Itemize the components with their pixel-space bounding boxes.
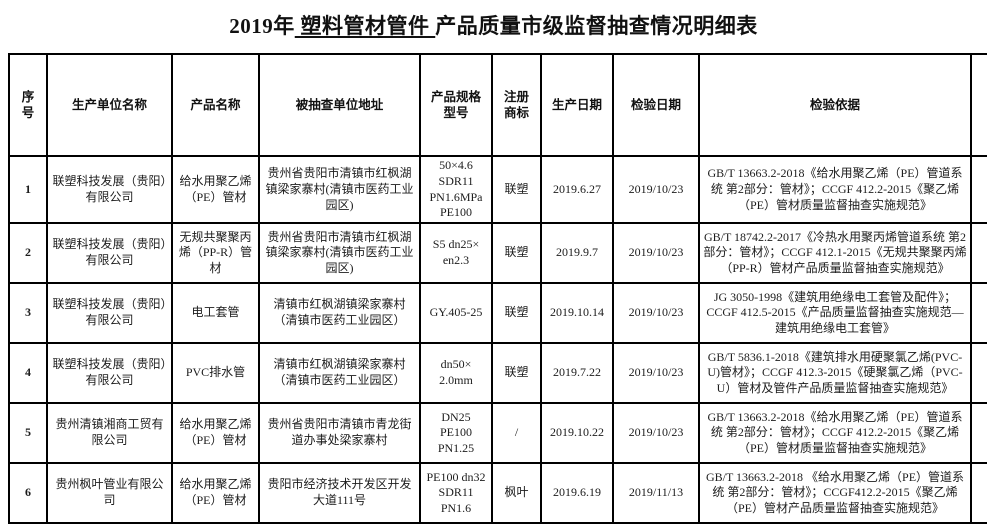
page-title: 2019年 塑料管材管件 产品质量市级监督抽查情况明细表 bbox=[0, 0, 987, 40]
cell-manufacturer: 联塑科技发展（贵阳）有限公司 bbox=[46, 222, 173, 285]
cell-address: 贵州省贵阳市清镇市青龙街道办事处梁家寨村 bbox=[258, 402, 421, 465]
title-suffix: 产品质量市级监督抽查情况明细表 bbox=[435, 14, 758, 38]
cell-basis: JG 3050-1998《建筑用绝缘电工套管及配件》；CCGF 412.5-20… bbox=[698, 282, 972, 345]
cell-manufacturer: 联塑科技发展（贵阳）有限公司 bbox=[46, 282, 173, 345]
cell-address: 清镇市红枫湖镇梁家寨村（清镇市医药工业园区） bbox=[258, 282, 421, 345]
title-year: 2019年 bbox=[229, 14, 295, 38]
header-row: 序 号生产单位名称 产品名称 被抽查单位地址 产品规格 型号 注册 商标 生产日期 检验日期… bbox=[8, 53, 987, 157]
table-row: 4 联塑科技发展（贵阳）有限公司 PVC排水管 清镇市红枫湖镇梁家寨村（清镇市医药工业… bbox=[8, 342, 987, 405]
cell-spec: dn50× 2.0mm bbox=[419, 342, 493, 405]
cell-address: 贵阳市经济技术开发区开发大道111号 bbox=[258, 462, 421, 525]
cell-trademark: 联塑 bbox=[491, 222, 542, 285]
cell-basis: GB/T 13663.2-2018 《给水用聚乙烯（PE）管道系统 第2部分：管… bbox=[698, 462, 972, 525]
cell-manufacturer: 联塑科技发展（贵阳）有限公司 bbox=[46, 154, 173, 225]
cell-product: 给水用聚乙烯（PE）管材 bbox=[171, 154, 260, 225]
cell-seq: 1 bbox=[8, 154, 48, 225]
cell-result: 合格 bbox=[970, 282, 987, 345]
cell-result: 合格 bbox=[970, 342, 987, 405]
cell-spec: PE100 dn32 SDR11 PN1.6 bbox=[419, 462, 493, 525]
cell-inspection_date: 2019/10/23 bbox=[612, 222, 700, 285]
column-header-address: 被抽查单位地址 bbox=[258, 53, 421, 157]
column-header-trademark: 注册 商标 bbox=[491, 53, 542, 157]
cell-seq: 5 bbox=[8, 402, 48, 465]
table-row: 6 贵州枫叶管业有限公司 给水用聚乙烯（PE）管材 贵阳市经济技术开发区开发大道111… bbox=[8, 462, 987, 525]
cell-product: 给水用聚乙烯（PE）管材 bbox=[171, 462, 260, 525]
table-row: 5 贵州清镇湘商工贸有限公司 给水用聚乙烯（PE）管材 贵州省贵阳市清镇市青龙街道办事… bbox=[8, 402, 987, 465]
cell-seq: 6 bbox=[8, 462, 48, 525]
cell-trademark: 联塑 bbox=[491, 282, 542, 345]
title-product-category: 塑料管材管件 bbox=[294, 14, 436, 38]
column-header-inspection_date: 检验日期 bbox=[612, 53, 700, 157]
cell-trademark: 联塑 bbox=[491, 154, 542, 225]
cell-trademark: 联塑 bbox=[491, 342, 542, 405]
cell-result: 合格 bbox=[970, 154, 987, 225]
cell-spec: S5 dn25× en2.3 bbox=[419, 222, 493, 285]
column-header-spec: 产品规格 型号 bbox=[419, 53, 493, 157]
column-header-basis: 检验依据 bbox=[698, 53, 972, 157]
inspection-table: 序 号生产单位名称 产品名称 被抽查单位地址 产品规格 型号 注册 商标 生产日期 检验日期… bbox=[8, 53, 987, 525]
cell-manufacturer: 联塑科技发展（贵阳）有限公司 bbox=[46, 342, 173, 405]
cell-address: 贵州省贵阳市清镇市红枫湖镇梁家寨村(清镇市医药工业园区) bbox=[258, 222, 421, 285]
cell-production_date: 2019.9.7 bbox=[540, 222, 614, 285]
cell-result: 合格 bbox=[970, 462, 987, 525]
cell-inspection_date: 2019/10/23 bbox=[612, 342, 700, 405]
cell-result: 合格 bbox=[970, 402, 987, 465]
cell-product: 电工套管 bbox=[171, 282, 260, 345]
cell-basis: GB/T 13663.2-2018《给水用聚乙烯（PE）管道系统 第2部分：管材… bbox=[698, 154, 972, 225]
column-header-manufacturer: 生产单位名称 bbox=[46, 53, 173, 157]
cell-trademark: / bbox=[491, 402, 542, 465]
cell-spec: DN25 PE100 PN1.25 bbox=[419, 402, 493, 465]
table-row: 3 联塑科技发展（贵阳）有限公司 电工套管 清镇市红枫湖镇梁家寨村（清镇市医药工业园区… bbox=[8, 282, 987, 345]
cell-address: 贵州省贵阳市清镇市红枫湖镇梁家寨村(清镇市医药工业园区) bbox=[258, 154, 421, 225]
cell-production_date: 2019.6.27 bbox=[540, 154, 614, 225]
cell-production_date: 2019.10.22 bbox=[540, 402, 614, 465]
cell-product: PVC排水管 bbox=[171, 342, 260, 405]
cell-seq: 4 bbox=[8, 342, 48, 405]
cell-inspection_date: 2019/10/23 bbox=[612, 402, 700, 465]
cell-inspection_date: 2019/10/23 bbox=[612, 282, 700, 345]
table-row: 2 联塑科技发展（贵阳）有限公司 无规共聚聚丙烯（PP-R）管材 贵州省贵阳市清镇市红… bbox=[8, 222, 987, 285]
table-header: 序 号生产单位名称 产品名称 被抽查单位地址 产品规格 型号 注册 商标 生产日期 检验日期… bbox=[8, 53, 987, 157]
cell-basis: GB/T 5836.1-2018《建筑排水用硬聚氯乙烯(PVC-U)管材》；CC… bbox=[698, 342, 972, 405]
cell-product: 无规共聚聚丙烯（PP-R）管材 bbox=[171, 222, 260, 285]
cell-production_date: 2019.10.14 bbox=[540, 282, 614, 345]
cell-trademark: 枫叶 bbox=[491, 462, 542, 525]
table-body: 1 联塑科技发展（贵阳）有限公司 给水用聚乙烯（PE）管材 贵州省贵阳市清镇市红枫湖镇… bbox=[8, 154, 987, 525]
cell-seq: 3 bbox=[8, 282, 48, 345]
cell-seq: 2 bbox=[8, 222, 48, 285]
cell-manufacturer: 贵州枫叶管业有限公司 bbox=[46, 462, 173, 525]
cell-spec: GY.405-25 bbox=[419, 282, 493, 345]
table-row: 1 联塑科技发展（贵阳）有限公司 给水用聚乙烯（PE）管材 贵州省贵阳市清镇市红枫湖镇… bbox=[8, 154, 987, 225]
column-header-seq: 序 号 bbox=[8, 53, 48, 157]
cell-production_date: 2019.6.19 bbox=[540, 462, 614, 525]
cell-result: 合格 bbox=[970, 222, 987, 285]
cell-product: 给水用聚乙烯（PE）管材 bbox=[171, 402, 260, 465]
cell-manufacturer: 贵州清镇湘商工贸有限公司 bbox=[46, 402, 173, 465]
cell-spec: 50×4.6 SDR11 PN1.6MPa PE100 bbox=[419, 154, 493, 225]
column-header-result: 检验结果 bbox=[970, 53, 987, 157]
cell-basis: GB/T 13663.2-2018《给水用聚乙烯（PE）管道系统 第2部分：管材… bbox=[698, 402, 972, 465]
column-header-production_date: 生产日期 bbox=[540, 53, 614, 157]
cell-inspection_date: 2019/10/23 bbox=[612, 154, 700, 225]
cell-address: 清镇市红枫湖镇梁家寨村（清镇市医药工业园区） bbox=[258, 342, 421, 405]
column-header-product: 产品名称 bbox=[171, 53, 260, 157]
cell-basis: GB/T 18742.2-2017《冷热水用聚丙烯管道系统 第2部分：管材》；C… bbox=[698, 222, 972, 285]
cell-inspection_date: 2019/11/13 bbox=[612, 462, 700, 525]
cell-production_date: 2019.7.22 bbox=[540, 342, 614, 405]
